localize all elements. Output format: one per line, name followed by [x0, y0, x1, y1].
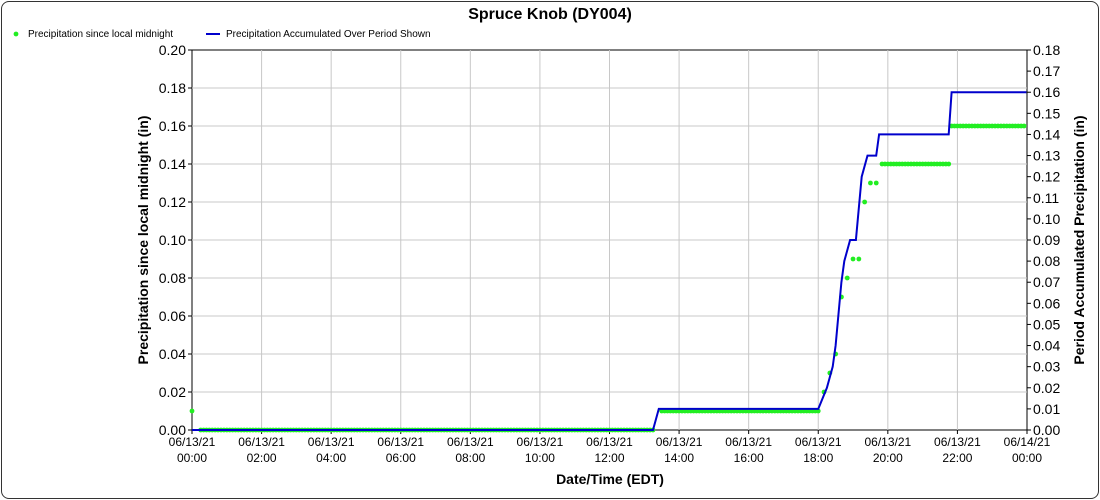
legend-label-line: Precipitation Accumulated Over Period Sh… — [226, 29, 431, 40]
x-tick-time: 14:00 — [664, 451, 694, 465]
accumulated-line — [192, 91, 1027, 431]
grid — [191, 49, 1028, 431]
x-tick-date: 06/13/21 — [308, 435, 355, 449]
y2-tick-label: 0.04 — [1033, 338, 1060, 354]
y2-tick-label: 0.09 — [1033, 232, 1060, 248]
data-point — [189, 408, 195, 414]
y-tick-label: 0.00 — [159, 422, 186, 438]
data-point — [1021, 123, 1027, 129]
x-tick-date: 06/13/21 — [656, 435, 703, 449]
data-point — [873, 180, 879, 186]
y-tick-label: 0.06 — [159, 308, 186, 324]
y2-tick-label: 0.08 — [1033, 253, 1060, 269]
y2-tick-label: 0.02 — [1033, 380, 1060, 396]
x-tick-time: 16:00 — [734, 451, 764, 465]
data-point — [946, 161, 952, 167]
x-axis-label: Date/Time (EDT) — [556, 471, 664, 487]
data-point — [844, 275, 850, 281]
x-tick-date: 06/13/21 — [169, 435, 216, 449]
x-tick-time: 06:00 — [386, 451, 416, 465]
x-tick-date: 06/13/21 — [795, 435, 842, 449]
y-tick-label: 0.02 — [159, 384, 186, 400]
legend-label-points: Precipitation since local midnight — [28, 29, 173, 40]
x-tick-time: 10:00 — [525, 451, 555, 465]
x-tick-time: 00:00 — [1012, 451, 1042, 465]
y-tick-label: 0.04 — [159, 346, 186, 362]
x-tick-time: 04:00 — [316, 451, 346, 465]
y2-tick-label: 0.13 — [1033, 148, 1060, 164]
legend-points-marker — [13, 31, 19, 37]
y2-tick-label: 0.03 — [1033, 359, 1060, 375]
y-tick-label: 0.18 — [159, 80, 186, 96]
x-tick-time: 08:00 — [455, 451, 485, 465]
y-axis-right: 0.00 0.01 0.02 0.03 0.04 0.05 0.06 0.07 0.08 0.09… — [1027, 42, 1060, 438]
x-tick-date: 06/13/21 — [447, 435, 494, 449]
chart-title: Spruce Knob (DY004) — [468, 6, 632, 23]
y2-tick-label: 0.05 — [1033, 316, 1060, 332]
x-tick-time: 20:00 — [873, 451, 903, 465]
y2-tick-label: 0.11 — [1033, 190, 1059, 206]
legend: Precipitation since local midnight Preci… — [13, 29, 431, 40]
y-tick-label: 0.14 — [159, 156, 186, 172]
y2-axis-label: Period Accumulated Precipitation (in) — [1071, 115, 1087, 364]
y-tick-label: 0.12 — [159, 194, 186, 210]
y2-tick-label: 0.14 — [1033, 126, 1060, 142]
x-tick-time: 22:00 — [942, 451, 972, 465]
y-tick-label: 0.20 — [159, 42, 186, 58]
data-point — [868, 180, 873, 186]
y-tick-label: 0.16 — [159, 118, 186, 134]
y2-tick-label: 0.18 — [1033, 42, 1060, 58]
x-tick-time: 18:00 — [803, 451, 833, 465]
x-tick-time: 12:00 — [594, 451, 624, 465]
y2-tick-label: 0.10 — [1033, 211, 1060, 227]
x-tick-time: 02:00 — [247, 451, 277, 465]
y2-tick-label: 0.17 — [1033, 63, 1060, 79]
x-tick-date: 06/13/21 — [934, 435, 981, 449]
x-tick-date: 06/13/21 — [238, 435, 285, 449]
series-accumulated — [192, 91, 1027, 431]
y-tick-label: 0.08 — [159, 270, 186, 286]
y-tick-label: 0.10 — [159, 232, 186, 248]
y-axis-label: Precipitation since local midnight (in) — [135, 116, 151, 365]
y2-tick-label: 0.00 — [1033, 422, 1060, 438]
y-axis-left: 0.00 0.02 0.04 0.06 0.08 0.10 0.12 0.14 0.16 0.18… — [159, 42, 192, 438]
data-point — [856, 256, 862, 262]
data-point — [862, 199, 868, 205]
x-tick-time: 00:00 — [177, 451, 207, 465]
y2-tick-label: 0.12 — [1033, 169, 1060, 185]
x-tick-date: 06/13/21 — [517, 435, 564, 449]
y2-tick-label: 0.07 — [1033, 274, 1060, 290]
x-tick-date: 06/13/21 — [864, 435, 911, 449]
y2-tick-label: 0.15 — [1033, 105, 1060, 121]
x-tick-date: 06/14/21 — [1004, 435, 1051, 449]
y2-tick-label: 0.06 — [1033, 295, 1060, 311]
x-axis: 06/13/21 00:00 06/13/21 02:00 06/13/21 04:00 0… — [169, 430, 1051, 465]
x-tick-date: 06/13/21 — [586, 435, 633, 449]
x-tick-date: 06/13/21 — [725, 435, 772, 449]
x-tick-date: 06/13/21 — [377, 435, 424, 449]
y2-tick-label: 0.01 — [1033, 401, 1060, 417]
data-point — [850, 256, 856, 262]
y2-tick-label: 0.16 — [1033, 84, 1060, 100]
